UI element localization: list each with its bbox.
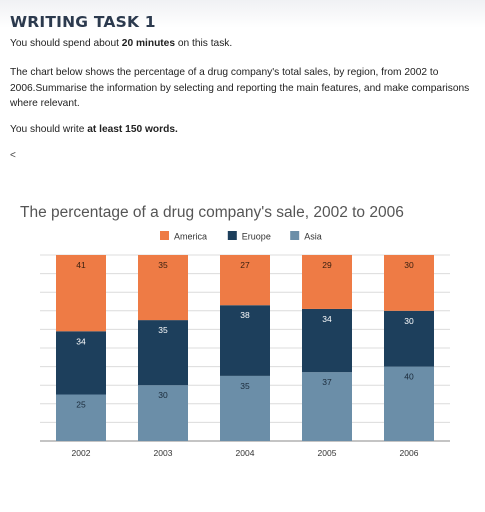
time-instruction-text: You should spend about xyxy=(10,38,122,49)
legend-swatch-eruope xyxy=(227,231,237,240)
bar-asia-2005 xyxy=(302,372,352,441)
task-prompt: The chart below shows the percentage of … xyxy=(10,67,470,109)
legend-swatch-asia xyxy=(290,231,300,240)
chevron-left-icon[interactable]: < xyxy=(10,150,16,161)
data-label: 30 xyxy=(404,316,414,326)
data-label: 35 xyxy=(158,325,168,335)
bar-asia-2003 xyxy=(138,385,188,441)
bar-eruope-2004 xyxy=(220,305,270,376)
data-label: 35 xyxy=(158,260,168,270)
bar-eruope-2005 xyxy=(302,308,352,373)
word-count-text: You should write xyxy=(10,124,88,135)
x-tick-label: 2006 xyxy=(400,448,419,458)
time-instruction: You should spend about 20 minutes on thi… xyxy=(10,36,475,52)
x-tick-label: 2002 xyxy=(72,448,91,458)
chart-title: The percentage of a drug company's sale,… xyxy=(20,204,404,221)
bar-eruope-2006 xyxy=(384,310,434,367)
data-label: 34 xyxy=(76,336,86,346)
data-label: 29 xyxy=(322,260,332,270)
top-shade xyxy=(0,0,485,28)
data-label: 37 xyxy=(322,377,332,387)
data-label: 38 xyxy=(240,310,250,320)
legend-swatch-america xyxy=(160,231,169,240)
time-instruction-bold: 20 minutes xyxy=(121,38,176,49)
bar-america-2004 xyxy=(220,255,270,306)
bar-eruope-2003 xyxy=(138,320,188,386)
bar-asia-2006 xyxy=(384,366,434,441)
bar-america-2005 xyxy=(302,255,352,309)
data-label: 30 xyxy=(158,390,168,400)
legend-label-asia: Asia xyxy=(304,232,322,242)
data-label: 40 xyxy=(404,372,414,382)
time-instruction-end: on this task. xyxy=(175,38,233,49)
x-tick-label: 2003 xyxy=(154,448,173,458)
task-title: WRITING TASK 1 xyxy=(10,13,156,31)
legend-label-america: America xyxy=(174,232,207,242)
data-label: 35 xyxy=(240,381,250,391)
word-count-bold: at least 150 words. xyxy=(87,124,178,135)
x-tick-label: 2005 xyxy=(318,448,337,458)
x-tick-label: 2004 xyxy=(236,448,255,458)
data-label: 25 xyxy=(76,400,86,410)
data-label: 27 xyxy=(240,260,250,270)
bar-america-2003 xyxy=(138,255,188,321)
legend-label-eruope: Eruope xyxy=(242,232,271,242)
bar-america-2006 xyxy=(384,255,434,311)
data-label: 30 xyxy=(404,260,414,270)
bar-asia-2002 xyxy=(56,394,106,441)
bar-eruope-2002 xyxy=(56,331,106,395)
word-count-instruction: You should write at least 150 words. xyxy=(10,122,475,138)
bar-asia-2004 xyxy=(220,375,270,441)
stacked-bar-chart: The percentage of a drug company's sale,… xyxy=(20,204,450,458)
bar-america-2002 xyxy=(56,255,106,332)
data-label: 41 xyxy=(76,260,86,270)
data-label: 34 xyxy=(322,314,332,324)
